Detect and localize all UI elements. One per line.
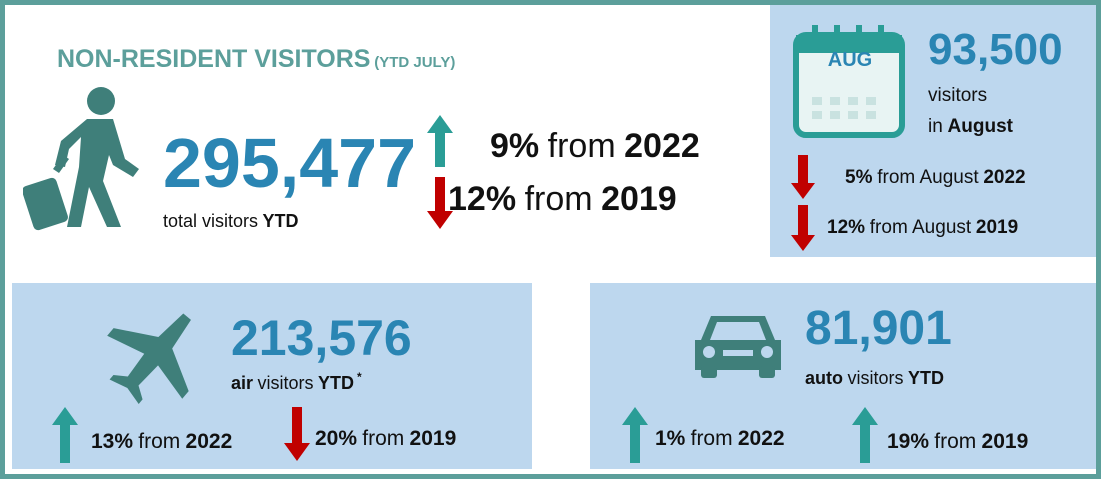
text: 2019 — [409, 427, 457, 450]
text: total visitors — [163, 211, 259, 231]
text: YTD — [262, 211, 299, 231]
text: NON-RESIDENT VISITORS — [57, 45, 371, 73]
air-value: 213,576 — [231, 310, 412, 366]
traveler-icon — [23, 87, 139, 231]
text: 20% — [315, 427, 358, 450]
text: 19% — [887, 430, 930, 453]
change-arrows — [427, 115, 453, 229]
total-value: 295,477 — [163, 124, 417, 202]
text: from — [934, 430, 977, 453]
text: visitors — [847, 368, 904, 388]
total-label: total visitors YTD — [163, 211, 299, 232]
plane-icon — [107, 313, 191, 404]
august-change: 5% from August 2022 — [845, 167, 1026, 189]
title: NON-RESIDENT VISITORS (YTD JULY) — [57, 45, 455, 74]
air-label: air visitors YTD * — [231, 370, 362, 394]
car-icon — [695, 316, 781, 378]
calendar-label: AUG — [827, 49, 873, 71]
text: 2022 — [624, 127, 700, 165]
august-arrows — [791, 155, 815, 251]
august-label: visitors — [928, 85, 988, 106]
air-arrow — [52, 407, 78, 463]
text: * — [357, 370, 362, 384]
auto-panel — [590, 283, 1096, 469]
text: 12% — [827, 217, 866, 238]
auto-change: 1% from 2022 — [655, 427, 785, 451]
text: YTD — [908, 368, 945, 388]
text: 12% — [448, 180, 517, 218]
text: 13% — [91, 430, 134, 453]
text: 2022 — [737, 427, 785, 450]
air-panel — [12, 283, 532, 469]
calendar-icon — [793, 25, 905, 138]
text: from — [138, 430, 181, 453]
text: YTD — [318, 373, 355, 393]
text: from — [362, 427, 405, 450]
august-label: in August — [928, 116, 1013, 138]
text: 2019 — [981, 430, 1029, 453]
text: 2019 — [601, 180, 677, 218]
text: visitors — [257, 373, 314, 393]
auto-value: 81,901 — [805, 302, 952, 355]
text: air — [231, 373, 254, 393]
air-arrow — [284, 407, 310, 461]
august-value: 93,500 — [928, 25, 1063, 74]
auto-change: 19% from 2019 — [887, 430, 1028, 454]
text: from August — [869, 217, 972, 238]
text: 2022 — [983, 167, 1026, 188]
air-change: 20% from 2019 — [315, 427, 456, 451]
total-change: 12% from 2019 — [448, 180, 677, 219]
august-change: 12% from August 2019 — [827, 217, 1018, 239]
text: from August — [877, 167, 979, 188]
text: in — [928, 116, 943, 137]
text: from — [547, 127, 616, 165]
text: 9% — [490, 127, 540, 165]
text: 5% — [845, 167, 873, 188]
text: 2019 — [975, 217, 1019, 238]
air-change: 13% from 2022 — [91, 430, 232, 454]
auto-arrow — [852, 407, 878, 463]
text: 2022 — [185, 430, 233, 453]
auto-label: auto visitors YTD — [805, 368, 944, 389]
text: August — [947, 116, 1013, 137]
text: auto — [805, 368, 843, 388]
text: (YTD JULY) — [374, 54, 456, 71]
total-change: 9% from 2022 — [490, 127, 700, 166]
text: 1% — [655, 427, 686, 450]
text: from — [524, 180, 593, 218]
text: from — [690, 427, 733, 450]
auto-arrow — [622, 407, 648, 463]
